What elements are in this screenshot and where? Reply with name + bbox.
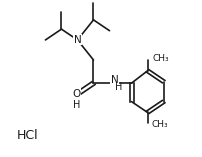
Text: O: O xyxy=(72,89,80,99)
Text: H: H xyxy=(73,100,80,111)
Text: CH₃: CH₃ xyxy=(152,54,168,63)
Text: H: H xyxy=(114,82,122,92)
Text: HCl: HCl xyxy=(17,129,38,142)
Text: CH₃: CH₃ xyxy=(151,120,167,129)
Text: N: N xyxy=(73,35,81,45)
Text: N: N xyxy=(110,75,118,85)
